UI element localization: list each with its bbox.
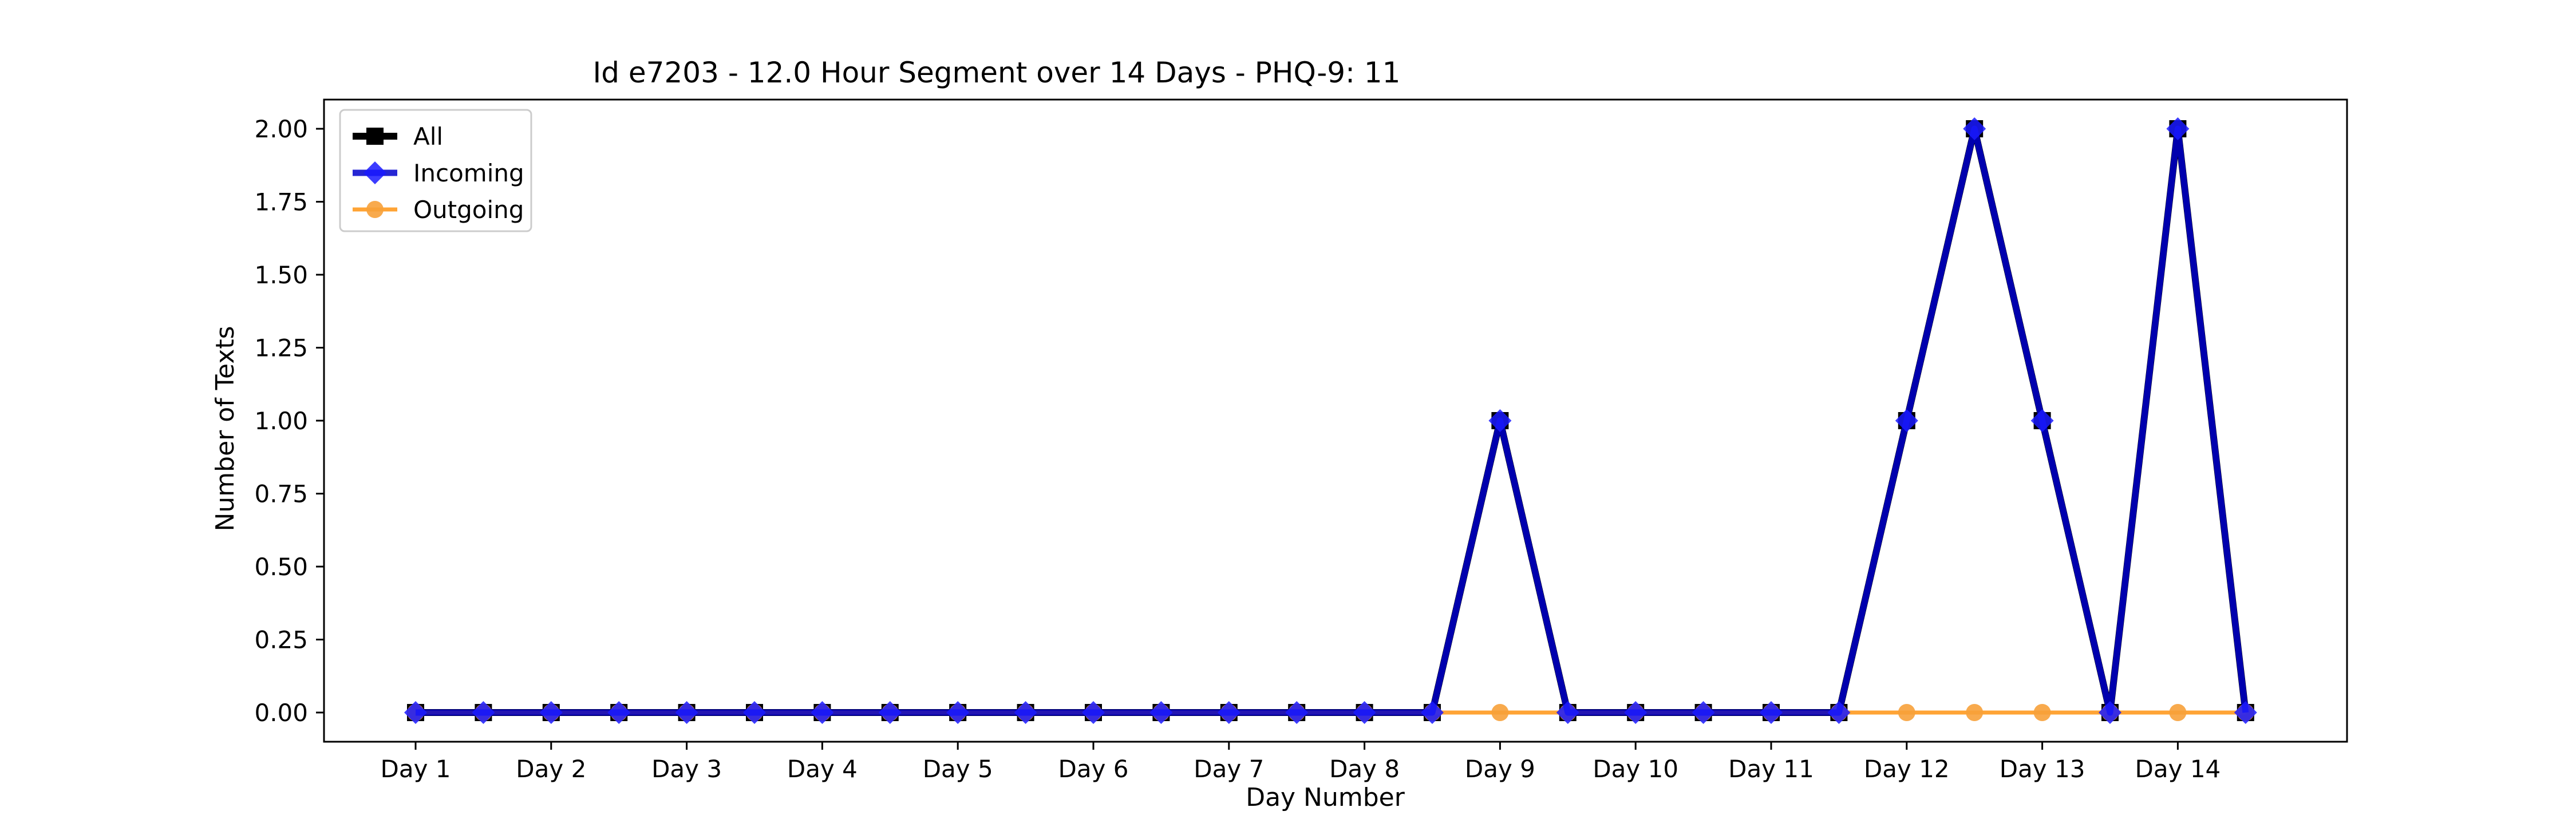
y-axis-label: Number of Texts bbox=[211, 326, 240, 531]
data-point-incoming bbox=[2099, 701, 2121, 724]
legend-box bbox=[339, 109, 532, 232]
data-point-incoming bbox=[2234, 701, 2257, 724]
y-tick-label: 0.25 bbox=[254, 626, 308, 654]
series-line-incoming bbox=[416, 125, 2249, 716]
x-tick-label: Day 12 bbox=[1864, 755, 1950, 783]
data-point-incoming bbox=[2166, 117, 2190, 140]
y-tick-label: 1.25 bbox=[254, 334, 308, 362]
x-axis-label: Day Number bbox=[1246, 783, 1405, 812]
legend-marker-all bbox=[366, 128, 384, 145]
series-line-all bbox=[416, 125, 2249, 716]
y-tick-label: 0.00 bbox=[254, 699, 308, 727]
data-point-incoming bbox=[472, 701, 495, 724]
x-tick-label: Day 14 bbox=[2135, 755, 2221, 783]
data-point-incoming bbox=[1624, 701, 1647, 724]
data-point-incoming bbox=[539, 701, 563, 724]
x-tick-label: Day 9 bbox=[1465, 755, 1535, 783]
x-tick-label: Day 13 bbox=[2000, 755, 2085, 783]
x-tick-label: Day 5 bbox=[923, 755, 993, 783]
y-tick-label: 1.50 bbox=[254, 261, 308, 289]
chart-title: Id e7203 - 12.0 Hour Segment over 14 Day… bbox=[593, 56, 1401, 89]
x-tick-label: Day 1 bbox=[380, 755, 451, 783]
data-point-incoming bbox=[1488, 409, 1512, 432]
x-tick-label: Day 6 bbox=[1058, 755, 1128, 783]
data-point-incoming bbox=[1353, 701, 1376, 724]
data-point-incoming bbox=[1082, 701, 1105, 724]
data-point-incoming bbox=[607, 701, 631, 724]
data-point-incoming bbox=[1963, 117, 1986, 140]
data-point-incoming bbox=[2030, 409, 2054, 432]
data-point-incoming bbox=[1692, 701, 1715, 724]
y-tick-label: 2.00 bbox=[254, 115, 308, 143]
data-point-outgoing bbox=[1966, 704, 1984, 721]
data-point-incoming bbox=[1149, 701, 1173, 724]
data-point-incoming bbox=[404, 701, 427, 724]
data-point-outgoing bbox=[1898, 704, 1915, 721]
data-point-incoming bbox=[1285, 701, 1309, 724]
data-point-incoming bbox=[811, 701, 834, 724]
x-tick-label: Day 2 bbox=[516, 755, 586, 783]
x-tick-label: Day 11 bbox=[1728, 755, 1814, 783]
plot-area: 0.00 0.25 0.50 0.75 1.00 1.25 1.50 1.75 2.00 Day … bbox=[254, 98, 2348, 783]
y-tick-label: 0.75 bbox=[254, 480, 308, 508]
data-point-incoming bbox=[946, 701, 970, 724]
y-tick-label: 1.00 bbox=[254, 407, 308, 435]
data-point-incoming bbox=[743, 701, 766, 724]
data-point-outgoing bbox=[1491, 704, 1509, 721]
data-point-incoming bbox=[1827, 701, 1851, 724]
data-point-incoming bbox=[878, 701, 902, 724]
legend-marker-incoming bbox=[364, 161, 386, 184]
data-point-incoming bbox=[1556, 701, 1579, 724]
x-tick-label: Day 4 bbox=[787, 755, 858, 783]
x-tick-label: Day 8 bbox=[1329, 755, 1400, 783]
x-tick-label: Day 10 bbox=[1593, 755, 1678, 783]
data-point-outgoing bbox=[2033, 704, 2051, 721]
x-tick-label: Day 7 bbox=[1194, 755, 1264, 783]
data-point-incoming bbox=[1421, 701, 1444, 724]
data-point-incoming bbox=[1760, 701, 1783, 724]
data-point-incoming bbox=[1014, 701, 1037, 724]
data-point-outgoing bbox=[2169, 704, 2187, 721]
legend: All Incoming Outgoing bbox=[339, 109, 532, 232]
data-point-incoming bbox=[1895, 409, 1918, 432]
y-tick-label: 0.50 bbox=[254, 553, 308, 581]
legend-marker-outgoing bbox=[366, 201, 384, 218]
data-point-incoming bbox=[1217, 701, 1240, 724]
legend-label-incoming: Incoming bbox=[413, 159, 524, 187]
data-point-incoming bbox=[675, 701, 698, 724]
legend-label-outgoing: Outgoing bbox=[413, 196, 524, 224]
y-tick-label: 1.75 bbox=[254, 188, 308, 216]
x-tick-label: Day 3 bbox=[651, 755, 722, 783]
legend-label-all: All bbox=[413, 122, 443, 151]
